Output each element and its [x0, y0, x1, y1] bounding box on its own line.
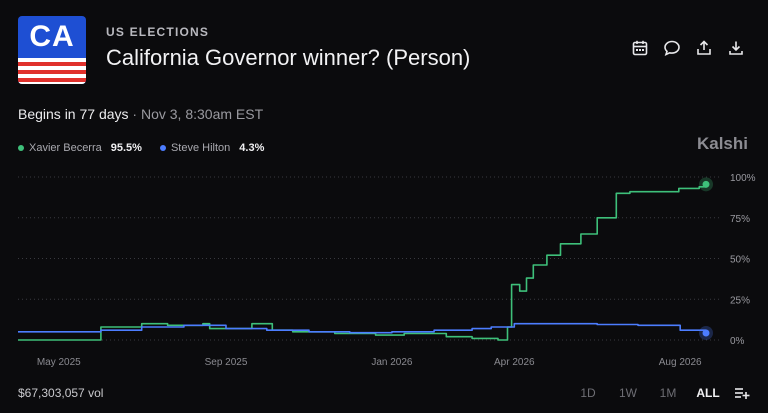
page-title: California Governor winner? (Person) — [106, 45, 470, 71]
x-tick-label: Jan 2026 — [371, 357, 413, 368]
range-1m[interactable]: 1M — [648, 386, 688, 400]
brand-logo: Kalshi — [697, 134, 748, 154]
range-1w[interactable]: 1W — [608, 386, 648, 400]
x-tick-label: Sep 2025 — [205, 357, 248, 368]
series-line-becerra — [18, 184, 706, 340]
range-all[interactable]: ALL — [688, 386, 728, 400]
legend-dot-hilton — [160, 145, 166, 151]
begins-info: Begins in 77 days · Nov 3, 8:30am EST — [18, 106, 263, 122]
range-1d[interactable]: 1D — [568, 386, 608, 400]
header-actions — [630, 38, 746, 58]
volume-text: $67,303,057 vol — [18, 386, 103, 400]
range-selector: 1D 1W 1M ALL — [568, 386, 750, 400]
market-flag: CA — [18, 16, 86, 84]
y-tick-label: 100% — [730, 173, 756, 184]
y-tick-label: 25% — [730, 295, 750, 306]
flag-code: CA — [18, 20, 86, 54]
comment-icon[interactable] — [662, 38, 682, 58]
legend-value-hilton: 4.3% — [239, 142, 264, 154]
begins-countdown: Begins in 77 days — [18, 106, 129, 122]
price-chart[interactable]: 100% 75% 50% 25% 0% May 2025 Sep 2025 Jan 2026 A… — [0, 165, 768, 375]
chart-legend: Xavier Becerra 95.5% Steve Hilton 4.3% — [18, 142, 264, 154]
legend-item-becerra[interactable]: Xavier Becerra 95.5% — [18, 142, 142, 154]
y-tick-label: 50% — [730, 255, 750, 266]
begins-datetime: · Nov 3, 8:30am EST — [129, 106, 264, 122]
legend-value-becerra: 95.5% — [111, 142, 142, 154]
share-icon[interactable] — [694, 38, 714, 58]
legend-dot-becerra — [18, 145, 24, 151]
x-tick-label: Apr 2026 — [494, 357, 535, 368]
y-tick-label: 75% — [730, 214, 750, 225]
market-category: US ELECTIONS — [106, 25, 209, 39]
x-tick-label: May 2025 — [37, 357, 81, 368]
download-icon[interactable] — [726, 38, 746, 58]
series-end-dot-hilton — [703, 329, 710, 336]
legend-label-hilton: Steve Hilton — [171, 142, 230, 154]
legend-label-becerra: Xavier Becerra — [29, 142, 102, 154]
series-end-dot-becerra — [703, 181, 710, 188]
chart-footer: $67,303,057 vol 1D 1W 1M ALL — [18, 386, 750, 404]
series-line-hilton — [18, 324, 706, 333]
calendar-icon[interactable] — [630, 38, 650, 58]
add-list-icon[interactable] — [728, 386, 750, 400]
x-tick-label: Aug 2026 — [659, 357, 702, 368]
legend-item-hilton[interactable]: Steve Hilton 4.3% — [160, 142, 264, 154]
flag-stripes — [18, 58, 86, 84]
y-tick-label: 0% — [730, 336, 745, 347]
